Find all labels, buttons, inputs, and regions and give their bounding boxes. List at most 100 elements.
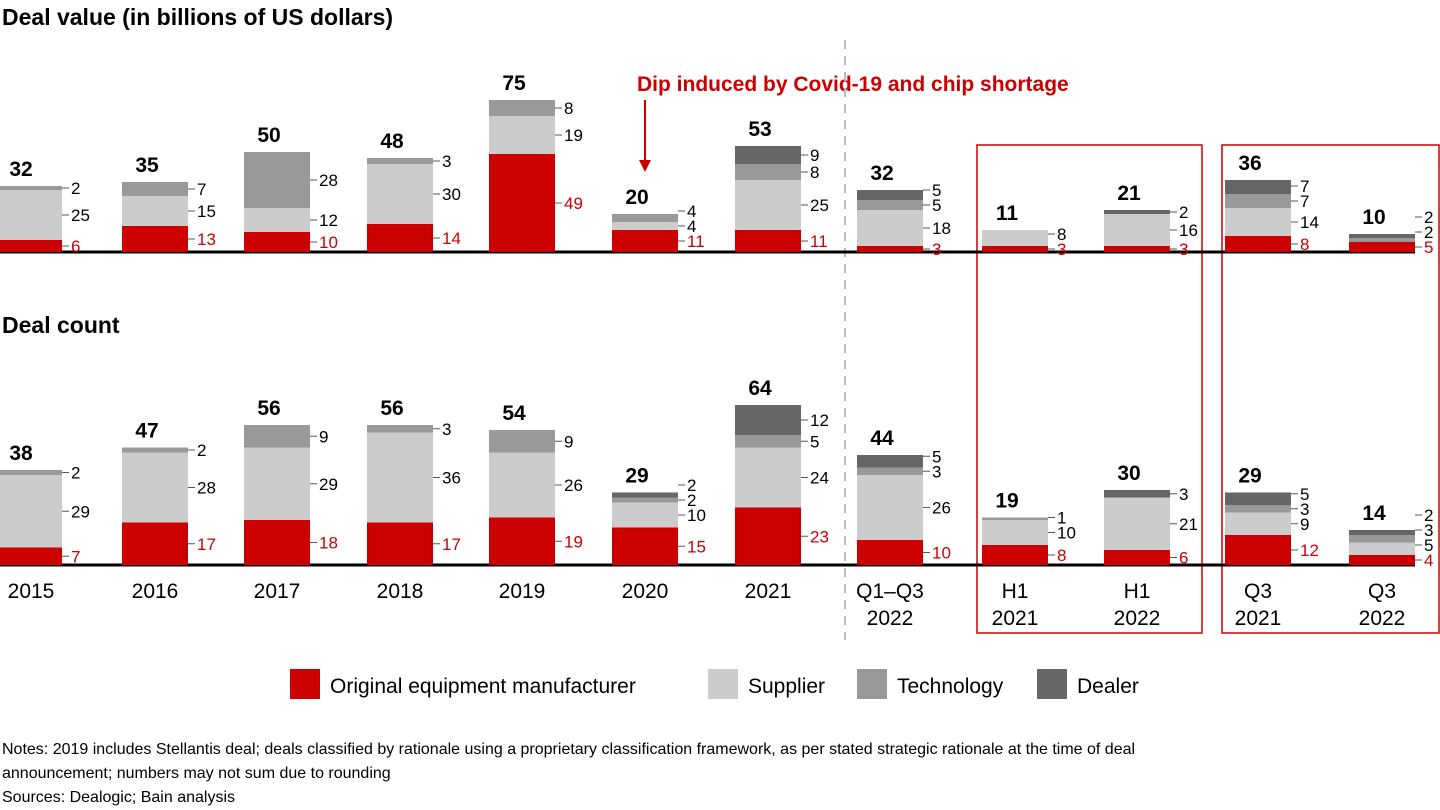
bar-segment-technology [612,497,678,503]
segment-label: 7 [1300,192,1309,211]
category-label: 2022 [1359,607,1406,630]
total-label: 29 [1238,465,1261,488]
segment-label: 7 [71,547,80,566]
bar-segment-supplier [735,447,801,508]
segment-label: 5 [932,196,941,215]
total-label: 47 [135,420,158,443]
value-chart-title: Deal value (in billions of US dollars) [2,4,393,30]
segment-label: 21 [1179,515,1198,534]
segment-label: 14 [442,229,461,248]
segment-label: 2 [1424,506,1433,525]
segment-label: 15 [687,537,706,556]
category-label: 2021 [992,607,1039,630]
segment-label: 9 [319,427,328,446]
bar-segment-technology [857,467,923,475]
category-label: 2018 [377,580,424,603]
bar-segment-original-equipment-manufacturer [1225,535,1291,565]
bar-segment-technology [244,425,310,448]
bar-segment-dealer [1349,530,1415,535]
category-label: H1 [1002,580,1029,603]
total-label: 32 [870,162,893,185]
bar-segment-technology [1225,194,1291,208]
total-label: 10 [1362,206,1385,229]
bar-segment-dealer [735,146,801,164]
bar-segment-technology [122,447,188,453]
bar-segment-dealer [857,190,923,200]
segment-label: 2 [71,179,80,198]
bar-segment-supplier [982,230,1048,246]
sources: Sources: Dealogic; Bain analysis [2,789,235,806]
bar-segment-supplier [244,208,310,232]
segment-label: 4 [687,217,696,236]
bar-segment-original-equipment-manufacturer [1104,550,1170,565]
bar-segment-supplier [489,452,555,518]
bar-segment-dealer [1104,490,1170,498]
segment-label: 16 [1179,221,1198,240]
bar-segment-original-equipment-manufacturer [0,547,62,565]
segment-label: 25 [810,196,829,215]
total-label: 50 [257,124,280,147]
segment-label: 9 [1300,515,1309,534]
segment-label: 2 [71,464,80,483]
segment-label: 8 [1057,225,1066,244]
bar-segment-dealer [1225,180,1291,194]
total-label: 30 [1117,462,1140,485]
bar-segment-original-equipment-manufacturer [982,246,1048,252]
segment-label: 6 [1179,549,1188,568]
bar-segment-original-equipment-manufacturer [489,517,555,565]
segment-label: 2 [687,476,696,495]
bar-segment-supplier [0,475,62,548]
total-label: 56 [380,397,403,420]
segment-label: 28 [319,171,338,190]
bar-segment-original-equipment-manufacturer [735,507,801,565]
segment-label: 5 [1424,238,1433,257]
bar-segment-original-equipment-manufacturer [1349,555,1415,565]
segment-label: 2 [1179,203,1188,222]
total-label: 35 [135,154,159,177]
segment-label: 12 [1300,541,1319,560]
covid-annotation: Dip induced by Covid-19 and chip shortag… [637,73,1069,96]
bar-segment-dealer [1104,210,1170,214]
segment-label: 10 [687,506,706,525]
segment-label: 3 [1424,521,1433,540]
segment-label: 10 [1057,524,1076,543]
bar-segment-technology [367,425,433,433]
category-label: 2015 [8,580,55,603]
bar-segment-supplier [367,164,433,224]
segment-label: 11 [687,232,705,251]
bar-segment-original-equipment-manufacturer [244,232,310,252]
segment-label: 9 [564,432,573,451]
bar-segment-supplier [122,452,188,523]
bar-segment-original-equipment-manufacturer [489,154,555,252]
legend-swatch [1037,669,1067,699]
bar-segment-technology [367,158,433,164]
annotation-arrow [639,100,651,172]
notes-line-2: announcement; numbers may not sum due to… [2,765,391,782]
total-label: 11 [996,202,1019,225]
total-label: 56 [257,397,280,420]
bar-segment-technology [1225,505,1291,513]
bar-segment-technology [489,100,555,116]
legend-swatch [708,669,738,699]
segment-label: 1 [1057,509,1066,528]
segment-label: 24 [810,469,829,488]
segment-label: 2 [1424,223,1433,242]
segment-label: 15 [197,202,216,221]
bar-segment-supplier [0,190,62,240]
segment-label: 8 [1300,235,1309,254]
segment-label: 3 [442,420,451,439]
total-label: 54 [502,402,526,425]
bar-segment-supplier [1104,214,1170,246]
bar-segment-supplier [367,432,433,523]
bar-segment-technology [735,435,801,448]
segment-label: 12 [319,211,338,230]
category-label: 2022 [1114,607,1161,630]
bar-segment-supplier [612,222,678,230]
segment-label: 5 [932,181,941,200]
bar-segment-supplier [1104,497,1170,550]
bar-segment-supplier [982,520,1048,545]
segment-label: 6 [71,237,80,256]
segment-label: 19 [564,126,583,145]
segment-label: 29 [319,475,338,494]
legend-label: Technology [897,675,1004,698]
